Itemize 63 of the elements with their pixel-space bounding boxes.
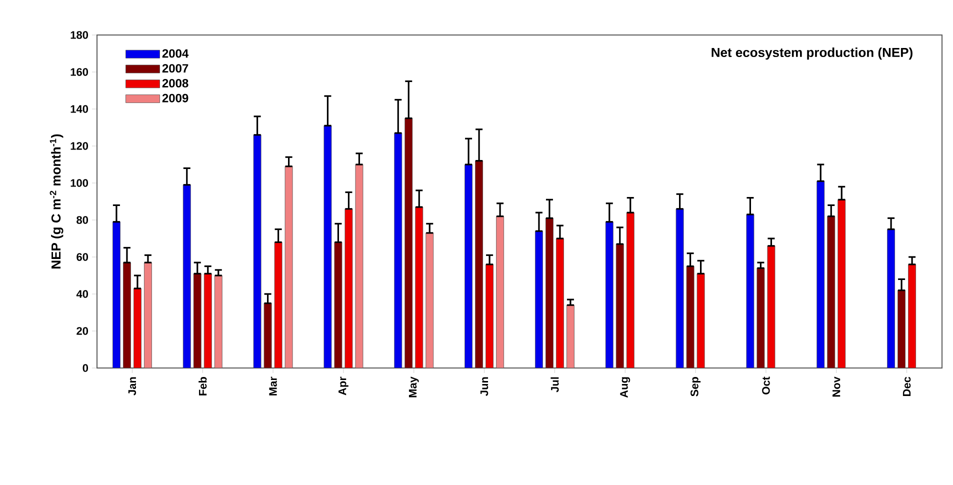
x-tick-label: Aug	[620, 377, 630, 398]
y-tick-label: 100	[70, 179, 88, 187]
bar	[908, 264, 916, 368]
bar	[496, 216, 504, 368]
bar	[394, 132, 402, 368]
bar	[123, 262, 131, 368]
y-tick-label: 40	[76, 290, 88, 298]
bar	[486, 264, 494, 368]
bar	[898, 290, 906, 368]
x-tick-label: Sep	[690, 376, 701, 396]
legend-label: 2004	[162, 49, 189, 58]
bar	[626, 212, 634, 368]
bar	[415, 206, 424, 368]
x-tick-label: Dec	[902, 376, 911, 396]
y-tick-label: 180	[70, 31, 88, 39]
bar	[816, 180, 825, 368]
x-tick-label: Nov	[832, 376, 840, 397]
legend-label: 2007	[162, 64, 188, 73]
x-tick-label: Apr	[338, 376, 348, 396]
bar	[767, 246, 776, 368]
bar	[134, 288, 142, 368]
y-tick-label: 20	[76, 327, 88, 335]
x-tick-label: Mar	[269, 376, 277, 396]
x-tick-label: Jun	[480, 377, 488, 396]
legend-label: 2008	[162, 78, 188, 88]
x-tick-label: Feb	[198, 376, 207, 396]
bar	[344, 208, 353, 368]
x-tick-label: Jul	[550, 377, 559, 392]
bar	[182, 184, 191, 368]
y-tick-label: 60	[76, 253, 88, 261]
x-tick-label: Oct	[762, 376, 770, 394]
bar	[535, 230, 543, 368]
y-tick-label: 120	[70, 142, 88, 150]
bar	[426, 232, 434, 368]
y-tick-label: 160	[70, 68, 88, 76]
bar	[566, 304, 574, 368]
bar	[475, 160, 483, 368]
bar	[112, 222, 120, 368]
bar	[404, 118, 413, 368]
bar	[284, 166, 293, 368]
bar	[605, 222, 614, 368]
bar	[274, 242, 282, 368]
legend-label: 2009	[162, 94, 188, 102]
bar	[556, 238, 564, 368]
bar	[616, 244, 624, 368]
text: Net ecosystem production (NEP)	[712, 48, 912, 60]
bar	[144, 262, 152, 368]
bar	[827, 216, 836, 368]
y-tick-label: 140	[70, 105, 88, 113]
y-axis-title: NEP (g C m$^{-2}$ month$^{-1}$)	[50, 134, 64, 268]
bar	[214, 275, 222, 368]
bar	[696, 273, 705, 368]
x-tick-label: Jan	[128, 377, 136, 396]
y-tick-label: 80	[76, 216, 88, 224]
bar	[464, 164, 472, 368]
bar	[887, 229, 895, 368]
y-tick-label: 0	[82, 364, 88, 372]
bar	[546, 218, 554, 368]
x-tick-label: May	[408, 376, 419, 398]
bar	[204, 273, 212, 368]
bar	[355, 164, 364, 368]
bar	[193, 273, 202, 368]
bar	[838, 199, 846, 368]
